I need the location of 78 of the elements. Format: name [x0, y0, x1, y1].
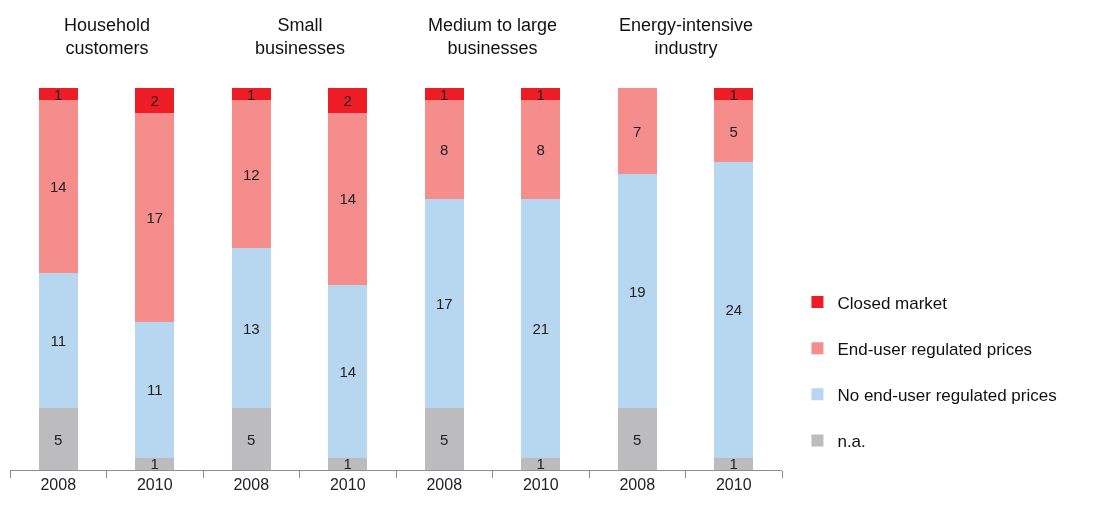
bar [135, 88, 175, 113]
legend-label: Closed market [837, 293, 948, 313]
bar [328, 112, 368, 286]
data-label: 2 [343, 91, 352, 109]
x-tick-label: 2010 [522, 476, 559, 494]
data-label: 5 [633, 430, 642, 448]
data-label: 14 [49, 178, 67, 196]
x-tick-label: 2008 [233, 476, 270, 494]
x-tick-label: 2008 [619, 476, 656, 494]
data-label: 11 [146, 381, 163, 399]
bar [521, 100, 561, 199]
data-label: 17 [435, 295, 453, 313]
data-label: 5 [247, 430, 256, 448]
data-label: 1 [343, 455, 352, 473]
bar [714, 88, 754, 101]
data-label: 5 [440, 430, 449, 448]
bar [424, 100, 464, 199]
data-label: 5 [729, 122, 738, 140]
data-label: 1 [54, 85, 63, 103]
data-label: 1 [247, 85, 256, 103]
x-tick-label: 2010 [136, 476, 173, 494]
legend-label: n.a. [837, 432, 866, 452]
x-tick-label: 2010 [329, 476, 366, 494]
bar [714, 457, 754, 470]
bar [38, 272, 78, 409]
data-label: 1 [729, 85, 738, 103]
bar [231, 248, 271, 409]
data-label: 1 [729, 455, 738, 473]
data-label: 11 [50, 332, 67, 350]
data-label: 14 [339, 190, 357, 208]
bar [231, 100, 271, 249]
data-label: 1 [536, 85, 545, 103]
data-label: 1 [150, 455, 159, 473]
bar [38, 408, 78, 470]
bar [135, 322, 175, 458]
bar [521, 457, 561, 470]
bar [714, 100, 754, 162]
bar [231, 88, 271, 101]
bar [617, 174, 657, 409]
text: Medium to large businesses [428, 15, 558, 59]
bar [135, 112, 175, 323]
x-tick-label: 2008 [426, 476, 463, 494]
bar [328, 457, 368, 470]
data-label: 17 [146, 208, 164, 226]
bar [38, 100, 78, 273]
bar [521, 88, 561, 101]
bar [521, 198, 561, 458]
bar [424, 408, 464, 470]
data-label: 8 [536, 141, 545, 159]
data-label: 8 [440, 141, 449, 159]
bar [424, 198, 464, 409]
data-label: 24 [725, 301, 743, 319]
bar [135, 457, 175, 470]
data-label: 14 [339, 362, 357, 380]
bar [328, 88, 368, 113]
data-label: 2 [150, 91, 159, 109]
data-label: 21 [532, 319, 550, 337]
bar [617, 408, 657, 470]
text: Household customers [64, 15, 151, 59]
legend-label: No end-user regulated prices [837, 385, 1057, 405]
text: Energy-intensive industry [619, 15, 754, 59]
x-tick-label: 2008 [40, 476, 77, 494]
data-label: 12 [242, 165, 260, 183]
data-label: 19 [628, 282, 646, 300]
text: Small businesses [255, 15, 346, 59]
bar [231, 408, 271, 470]
bar [328, 285, 368, 458]
bar [424, 88, 464, 101]
x-tick-label: 2010 [715, 476, 752, 494]
data-label: 7 [633, 122, 642, 140]
data-label: 1 [440, 85, 449, 103]
data-label: 1 [536, 455, 545, 473]
bar [38, 88, 78, 101]
bar [714, 161, 754, 458]
data-label: 5 [54, 430, 63, 448]
data-label: 13 [242, 319, 260, 337]
legend-label: End-user regulated prices [837, 339, 1033, 359]
bar [617, 88, 657, 175]
